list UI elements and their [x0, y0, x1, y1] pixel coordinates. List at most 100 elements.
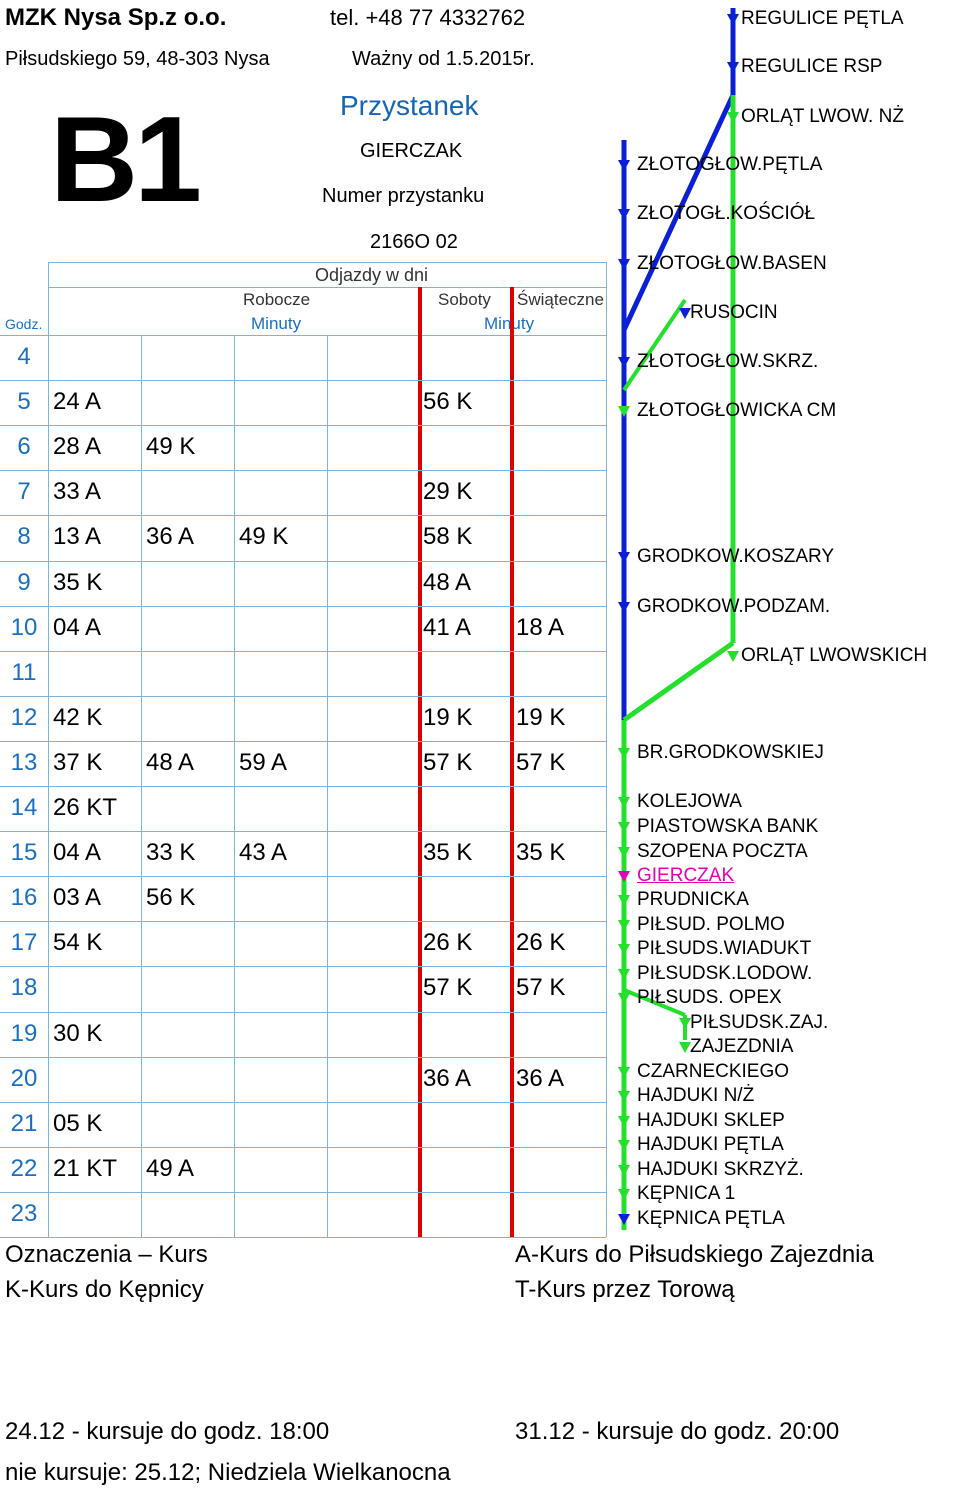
- saturday-departure: 58 K: [423, 523, 473, 550]
- stop-marker: [618, 871, 630, 882]
- route-stop-label: BR.GRODKOWSKIEJ: [637, 742, 824, 763]
- note-dec31: 31.12 - kursuje do godz. 20:00: [515, 1418, 840, 1445]
- workday-departure: 49 K: [146, 433, 196, 460]
- stop-marker: [618, 160, 630, 171]
- stop-marker: [727, 651, 739, 662]
- route-stop-label: CZARNECKIEGO: [637, 1061, 790, 1082]
- route-stop-label: KOLEJOWA: [637, 791, 742, 812]
- stop-marker: [618, 209, 630, 220]
- stop-marker: [618, 1091, 630, 1102]
- route-stop-label: KĘPNICA PĘTLA: [637, 1208, 785, 1229]
- stop-marker: [618, 822, 630, 833]
- stop-label: Przystanek: [340, 90, 479, 121]
- workday-departure: 33 A: [53, 478, 102, 505]
- saturday-departure: 35 K: [423, 839, 473, 866]
- holiday-departure: 26 K: [516, 929, 566, 956]
- holiday-departure: 19 K: [516, 704, 566, 731]
- valid-from: Ważny od 1.5.2015r.: [352, 48, 535, 70]
- route-stop-label: PIŁSUDSK.ZAJ.: [690, 1012, 829, 1033]
- route-stop-label: ZŁOTOGŁOWICKA CM: [637, 400, 837, 421]
- workday-departure: 26 KT: [53, 794, 118, 821]
- workday-departure: 04 A: [53, 839, 102, 866]
- holiday-departure: 36 A: [516, 1065, 565, 1092]
- phone-number: tel. +48 77 4332762: [330, 5, 526, 30]
- route-diagram: [618, 8, 739, 1230]
- holiday-departure: 35 K: [516, 839, 566, 866]
- stop-marker: [618, 259, 630, 270]
- saturday-departure: 57 K: [423, 974, 473, 1001]
- stop-marker: [618, 1189, 630, 1200]
- route-stop-label: KĘPNICA 1: [637, 1183, 736, 1204]
- route-stop-label: HAJDUKI N/Ż: [637, 1085, 755, 1106]
- hour-cell: 12: [10, 704, 38, 731]
- stop-marker: [679, 308, 691, 319]
- holiday-departure: 57 K: [516, 974, 566, 1001]
- hour-cell: 10: [10, 614, 38, 641]
- workday-departure: 35 K: [53, 569, 103, 596]
- saturday-departure: 57 K: [423, 749, 473, 776]
- company-name: MZK Nysa Sp.z o.o.: [5, 4, 227, 31]
- workday-departure: 49 A: [146, 1155, 195, 1182]
- stop-marker: [618, 993, 630, 1004]
- stop-number: 2166O 02: [370, 231, 458, 253]
- company-address: Piłsudskiego 59, 48-303 Nysa: [5, 48, 270, 70]
- stop-marker: [727, 62, 739, 73]
- saturday-departure: 29 K: [423, 478, 473, 505]
- stop-marker: [618, 895, 630, 906]
- note-no-service: nie kursuje: 25.12; Niedziela Wielkanocn…: [5, 1459, 451, 1486]
- hour-cell: 14: [10, 794, 38, 821]
- route-stop-label: ORLĄT LWOWSKICH: [741, 645, 928, 666]
- stop-marker: [727, 14, 739, 25]
- workday-departure: 24 A: [53, 388, 102, 415]
- hour-cell: 23: [10, 1200, 38, 1227]
- route-stop-label: PRUDNICKA: [637, 889, 749, 910]
- stop-marker: [618, 944, 630, 955]
- route-stop-label: ZAJEZDNIA: [690, 1036, 794, 1057]
- route-stop-label: RUSOCIN: [690, 302, 778, 323]
- col-saturdays-header: Soboty: [438, 290, 491, 309]
- stop-marker: [679, 1018, 691, 1029]
- hour-cell: 7: [17, 478, 31, 505]
- workday-departure: 33 K: [146, 839, 196, 866]
- col-workdays-header: Robocze: [243, 290, 311, 309]
- route-stop-label: ZŁOTOGŁ.KOŚCIÓŁ: [637, 203, 816, 224]
- saturday-departure: 48 A: [423, 569, 472, 596]
- hour-cell: 5: [17, 388, 31, 415]
- workday-departure: 21 KT: [53, 1155, 118, 1182]
- legend-t: T-Kurs przez Torową: [515, 1276, 735, 1303]
- minutes-header-workdays: Minuty: [251, 314, 302, 333]
- stop-marker: [618, 847, 630, 858]
- hour-cell: 11: [11, 659, 37, 686]
- workday-departure: 43 A: [239, 839, 288, 866]
- workday-departure: 42 K: [53, 704, 103, 731]
- hour-cell: 19: [10, 1020, 38, 1047]
- route-stop-label: HAJDUKI SKRZYŻ.: [637, 1159, 804, 1180]
- legend-k: K-Kurs do Kępnicy: [5, 1276, 204, 1303]
- hour-cell: 18: [10, 974, 38, 1001]
- stop-marker: [618, 748, 630, 759]
- route-stop-label: PIŁSUDS.WIADUKT: [637, 938, 812, 959]
- hour-cell: 20: [10, 1065, 38, 1092]
- workday-departure: 37 K: [53, 749, 103, 776]
- workday-departure: 49 K: [239, 523, 289, 550]
- route-stop-label: SZOPENA POCZTA: [637, 841, 808, 862]
- hour-cell: 13: [10, 749, 38, 776]
- hour-cell: 6: [17, 433, 31, 460]
- route-stop-label: ZŁOTOGŁOW.BASEN: [637, 253, 827, 274]
- hour-cell: 8: [17, 523, 31, 550]
- saturday-departure: 36 A: [423, 1065, 472, 1092]
- stop-marker: [618, 1067, 630, 1078]
- stop-marker: [618, 602, 630, 613]
- route-stop-label: REGULICE RSP: [741, 56, 883, 77]
- route-stop-label: PIŁSUDS. OPEX: [637, 987, 782, 1008]
- stop-marker: [618, 1140, 630, 1151]
- hour-cell: 4: [17, 343, 31, 370]
- workday-departure: 13 A: [53, 523, 102, 550]
- stop-marker: [618, 797, 630, 808]
- stop-marker: [618, 552, 630, 563]
- line-number: B1: [50, 91, 202, 227]
- stop-marker: [679, 1042, 691, 1053]
- route-stop-label: PIŁSUDSK.LODOW.: [637, 963, 813, 984]
- hour-cell: 21: [10, 1110, 38, 1137]
- workday-departure: 04 A: [53, 614, 102, 641]
